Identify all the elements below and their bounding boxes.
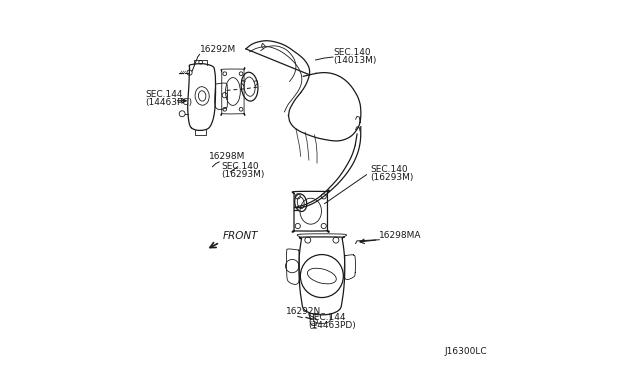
Text: SEC.144: SEC.144 — [145, 90, 182, 99]
Text: 16298MA: 16298MA — [380, 231, 422, 240]
Text: SEC.140: SEC.140 — [221, 162, 259, 171]
Text: SEC.140: SEC.140 — [333, 48, 371, 57]
Text: (14463PC): (14463PC) — [145, 98, 192, 107]
Text: 16292N: 16292N — [286, 307, 321, 316]
Text: (14013M): (14013M) — [333, 56, 376, 65]
Text: FRONT: FRONT — [223, 231, 258, 241]
Text: (16293M): (16293M) — [221, 170, 264, 179]
Text: 16298M: 16298M — [209, 152, 245, 161]
Text: SEC.140: SEC.140 — [370, 165, 408, 174]
Text: (14463PD): (14463PD) — [308, 321, 356, 330]
Text: 16292M: 16292M — [200, 45, 236, 54]
Text: SEC.144: SEC.144 — [308, 313, 346, 323]
Text: (16293M): (16293M) — [370, 173, 413, 182]
Text: J16300LC: J16300LC — [444, 347, 487, 356]
